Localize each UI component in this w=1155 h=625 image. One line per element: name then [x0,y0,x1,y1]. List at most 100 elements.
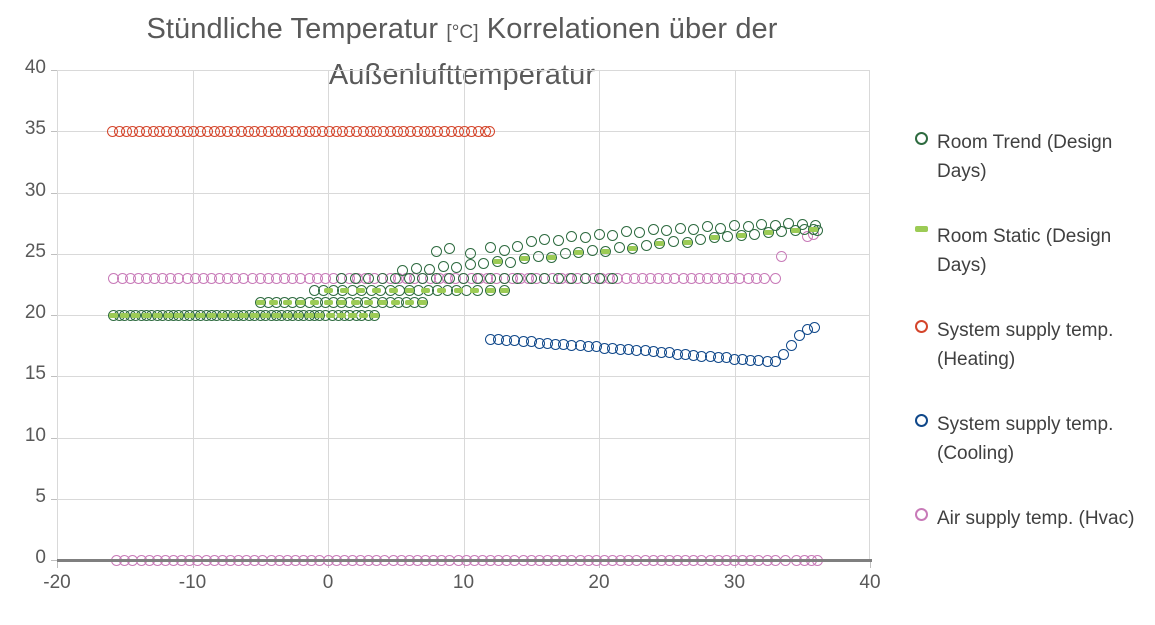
data-point-room-static-design-days [304,312,314,318]
data-point-room-trend-design-days [566,272,578,284]
data-point-room-static-design-days [356,288,366,293]
data-point-room-trend-design-days [722,231,734,243]
data-point-system-supply-temp-cooling [794,330,806,342]
gridline-vertical [599,70,600,560]
data-point-room-trend-design-days [471,272,483,284]
data-point-room-static-design-days [206,312,216,318]
data-point-room-trend-design-days [708,232,720,244]
y-axis-tick-label: 25 [24,240,46,262]
data-point-room-static-design-days [163,312,173,318]
data-point-room-trend-design-days [525,236,537,247]
legend-marker-icon [905,222,937,232]
legend-swatch [914,508,928,521]
data-point-room-trend-design-days [796,218,808,230]
data-point-room-trend-design-days [729,220,740,232]
chart-title: Stündliche Temperatur [°C] Korrelationen… [57,8,867,96]
y-axis-tick-label: 5 [35,485,46,507]
y-axis-tick-label: 20 [24,302,46,323]
data-point-room-trend-design-days [336,272,348,284]
data-point-air-supply-temp-hvac [776,250,788,262]
data-point-room-trend-design-days [437,260,449,272]
data-point-room-static-design-days [453,288,463,293]
data-point-room-static-design-days [790,227,800,233]
data-point-room-static-design-days [174,312,184,318]
data-point-room-trend-design-days [464,248,476,260]
data-point-room-static-design-days [418,300,428,306]
plot-area [57,70,870,566]
data-point-room-static-design-days [347,312,357,318]
data-point-room-trend-design-days [417,272,429,284]
data-point-room-static-design-days [628,246,638,252]
legend-swatch [914,320,928,333]
data-point-room-trend-design-days [688,223,700,235]
legend-marker-icon [905,410,937,427]
y-axis-tick-label: 30 [24,179,46,201]
data-point-room-trend-design-days [613,242,625,254]
data-point-room-trend-design-days [654,238,666,250]
data-point-room-static-design-days [377,300,387,306]
data-point-room-trend-design-days [498,272,510,284]
data-point-room-trend-design-days [661,224,673,236]
data-point-room-trend-design-days [458,272,469,284]
data-point-system-supply-temp-heating [483,125,495,137]
data-point-room-trend-design-days [430,272,442,284]
data-point-room-static-design-days [808,226,818,232]
data-point-room-static-design-days [486,288,496,293]
y-axis-tick-mark [51,192,57,194]
legend-item[interactable]: Room Static (Design Days) [905,222,1155,280]
data-point-room-trend-design-days [756,218,768,230]
data-point-room-trend-design-days [525,272,537,284]
data-point-room-trend-design-days [403,272,415,284]
data-point-system-supply-temp-cooling [808,321,820,333]
data-point-room-trend-design-days [783,217,795,229]
data-point-room-static-design-days [469,288,479,293]
data-point-room-trend-design-days [593,272,605,284]
data-point-room-trend-design-days [349,272,361,284]
data-point-room-trend-design-days [518,253,530,265]
data-point-room-static-design-days [372,288,382,293]
data-point-room-trend-design-days [485,285,497,296]
x-axis-tick-label: 40 [859,572,881,593]
data-point-room-static-design-days [141,312,151,318]
data-point-room-trend-design-days [498,285,510,296]
data-point-room-static-design-days [282,312,292,318]
x-axis-tick-mark [192,562,194,568]
legend-item[interactable]: Air supply temp. (Hvac) [905,504,1155,533]
data-point-room-trend-design-days [681,237,693,249]
data-point-room-trend-design-days [647,223,659,235]
data-point-room-trend-design-days [620,226,632,238]
data-point-room-trend-design-days [586,244,598,256]
data-point-room-static-design-days [350,300,360,306]
data-point-room-trend-design-days [539,272,551,284]
data-point-room-static-design-days [709,235,719,241]
data-point-room-trend-design-days [451,261,463,273]
x-axis-tick-label: 10 [452,572,475,593]
legend-marker-icon [905,504,937,521]
data-point-room-trend-design-days [607,229,619,241]
legend-item[interactable]: System supply temp. (Heating) [905,316,1155,374]
legend-swatch [914,226,928,232]
data-point-room-static-design-days [337,312,347,318]
legend-item[interactable]: Room Trend (Design Days) [905,128,1155,186]
data-point-room-static-design-days [109,312,119,318]
data-point-room-static-design-days [239,312,249,318]
data-point-room-trend-design-days [627,243,639,255]
data-point-room-static-design-days [228,312,238,318]
data-point-room-static-design-days [404,288,414,293]
data-point-room-trend-design-days [769,220,781,232]
data-point-room-trend-design-days [566,231,578,243]
data-point-room-static-design-days [152,312,162,318]
data-point-room-static-design-days [272,312,281,318]
y-axis-tick-mark [51,437,57,439]
data-point-room-trend-design-days [674,222,686,234]
legend-item[interactable]: System supply temp. (Cooling) [905,410,1155,468]
y-axis-tick-label: 10 [24,424,46,446]
gridline-vertical [734,70,736,560]
legend-label: Room Trend (Design Days) [937,132,1113,182]
data-point-room-static-design-days [369,312,379,318]
data-point-room-trend-design-days [485,272,497,284]
chart-title-unit: [°C] [446,22,479,43]
x-axis-tick-label: 20 [588,572,610,593]
data-point-room-trend-design-days [532,250,544,262]
